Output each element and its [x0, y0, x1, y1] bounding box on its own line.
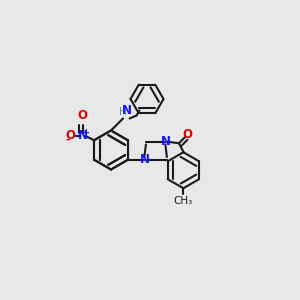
Text: CH₃: CH₃ [174, 196, 193, 206]
Text: O: O [182, 128, 192, 141]
Text: N: N [160, 135, 170, 148]
Text: N: N [78, 129, 88, 142]
Text: +: + [82, 128, 89, 137]
Text: H: H [119, 107, 127, 117]
Text: O: O [78, 109, 88, 122]
Text: N: N [122, 104, 132, 117]
Text: -: - [65, 134, 70, 144]
Text: O: O [65, 129, 75, 142]
Text: N: N [140, 153, 149, 166]
